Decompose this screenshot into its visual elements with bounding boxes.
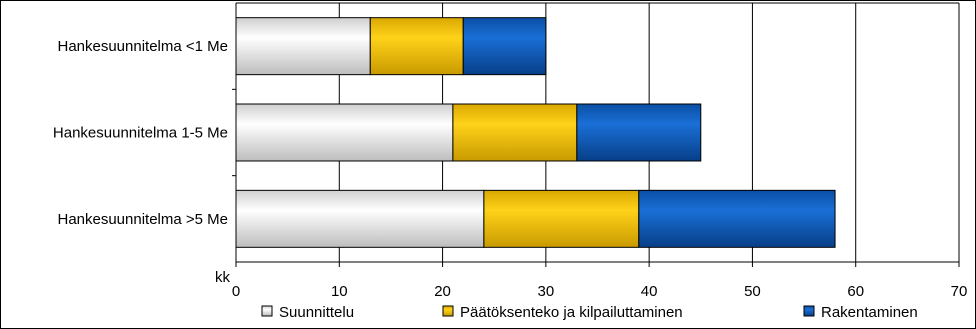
legend-swatch <box>261 305 273 317</box>
bar-segment <box>638 189 836 248</box>
bar-segment <box>235 17 371 76</box>
legend-label: Päätöksenteko ja kilpailuttaminen <box>460 304 683 321</box>
legend-label: Suunnittelu <box>279 304 354 321</box>
bar-segment <box>452 103 578 162</box>
bar-segment <box>235 189 485 248</box>
x-tick-label: 50 <box>744 283 761 300</box>
legend-label: Rakentaminen <box>821 304 918 321</box>
axes: Hankesuunnitelma <1 Me Hankesuunnitelma 1… <box>53 3 967 300</box>
x-tick-label: 70 <box>951 283 968 300</box>
legend-swatch <box>803 305 815 317</box>
x-axis-label: kk <box>215 269 231 286</box>
legend: Suunnittelu Päätöksenteko ja kilpailuttam… <box>261 304 918 321</box>
x-tick-label: 0 <box>232 283 240 300</box>
bar-segment <box>369 17 464 76</box>
bar-segment <box>235 103 454 162</box>
x-tick-label: 40 <box>641 283 658 300</box>
bar-segment <box>483 189 640 248</box>
x-tick-label: 20 <box>434 283 451 300</box>
legend-swatch <box>442 305 454 317</box>
x-tick-label: 30 <box>538 283 555 300</box>
category-label: Hankesuunnitelma 1-5 Me <box>53 125 228 142</box>
bars <box>235 17 836 248</box>
x-tick-label: 10 <box>331 283 348 300</box>
bar-segment <box>576 103 702 162</box>
x-tick-label: 60 <box>847 283 864 300</box>
bar-segment <box>462 17 547 76</box>
category-label: Hankesuunnitelma <1 Me <box>57 38 228 55</box>
category-label: Hankesuunnitelma >5 Me <box>57 211 228 228</box>
